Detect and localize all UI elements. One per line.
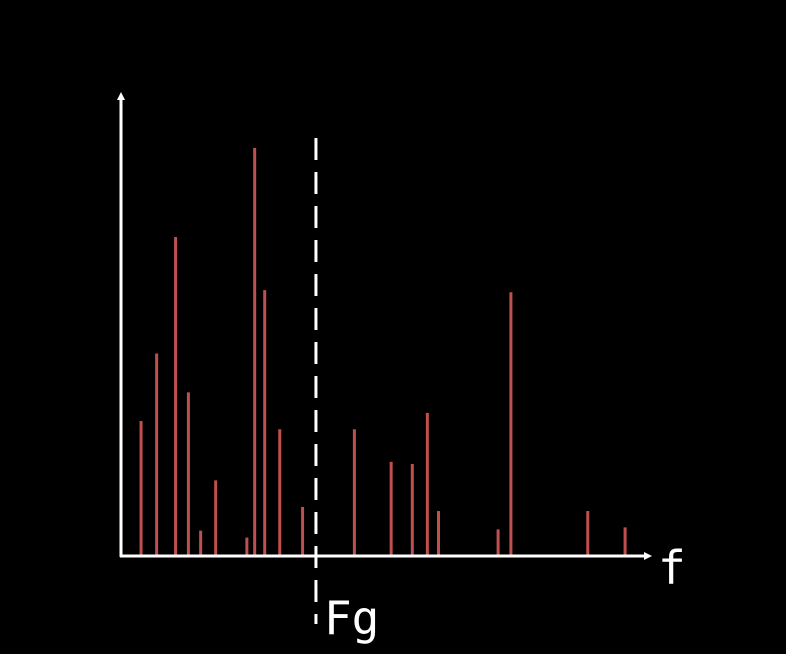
cutoff-frequency-label: Fg: [324, 591, 379, 645]
x-axis-arrowhead: [644, 552, 652, 560]
x-axis-label: f: [658, 541, 686, 595]
bars-layer: [139, 147, 627, 556]
y-axis-arrowhead: [117, 92, 125, 100]
